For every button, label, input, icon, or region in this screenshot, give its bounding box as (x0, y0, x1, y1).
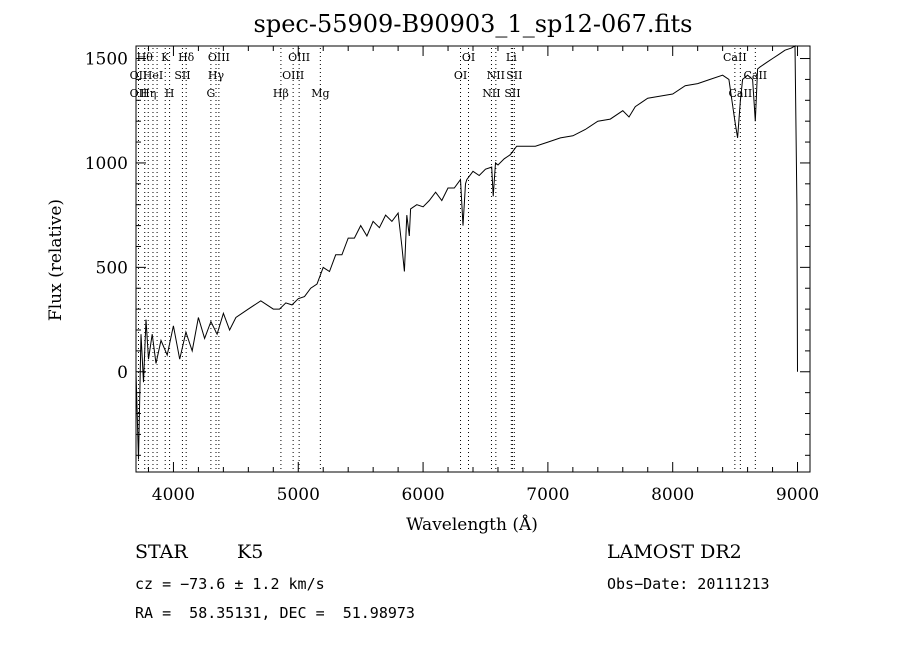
line-marker-label: SII (174, 69, 190, 82)
x-axis-label: Wavelength (Å) (406, 514, 538, 535)
line-marker-label: Li (506, 51, 517, 64)
x-tick-label: 9000 (776, 485, 819, 505)
line-marker-label: Hη (140, 87, 156, 100)
line-marker-label: OII (130, 69, 148, 82)
y-axis-label: Flux (relative) (46, 199, 66, 321)
line-markers: OII OII Hθ Hη HeI K H SII Hδ G Hγ OIII Hβ OIII OIII Mg O… (130, 48, 767, 472)
line-marker-label: HeI (143, 69, 163, 82)
line-marker-label: H (165, 87, 175, 100)
line-marker-label: CaII (729, 87, 753, 100)
x-tick-label: 6000 (401, 485, 444, 505)
x-tick-label: 5000 (277, 485, 320, 505)
line-marker-label: Mg (311, 87, 329, 100)
line-marker-label: CaII (743, 69, 767, 82)
line-marker-label: OI (462, 51, 475, 64)
survey-name: LAMOST DR2 (607, 541, 742, 563)
line-marker-label: OIII (208, 51, 230, 64)
obs-date: Obs−Date: 20111213 (607, 575, 770, 593)
line-marker-label: OI (454, 69, 467, 82)
line-marker-label: NII (482, 87, 500, 100)
x-tick-label: 8000 (651, 485, 694, 505)
x-tick-label: 4000 (152, 485, 195, 505)
line-marker-label: SII (506, 69, 522, 82)
line-marker-label: K (161, 51, 170, 64)
y-tick-label: 500 (96, 258, 128, 278)
line-marker-label: OII (130, 87, 148, 100)
y-tick-label: 1500 (85, 50, 128, 70)
line-marker-label: NII (487, 69, 505, 82)
y-axis: 0 500 1000 1500 (85, 50, 810, 456)
line-marker-label: SII (504, 87, 520, 100)
x-tick-label: 7000 (526, 485, 569, 505)
y-tick-label: 0 (117, 363, 128, 383)
x-axis: 4000 5000 6000 7000 8000 9000 (147, 46, 819, 505)
chart-title: spec-55909-B90903_1_sp12-067.fits (254, 10, 693, 38)
subclass: K5 (237, 541, 264, 563)
coordinates: RA = 58.35131, DEC = 51.98973 (135, 604, 415, 622)
line-marker-label: OIII (288, 51, 310, 64)
velocity-readout: cz = −73.6 ± 1.2 km/s (135, 575, 325, 593)
line-marker-label: Hβ (273, 87, 289, 100)
line-marker-label: G (206, 87, 215, 100)
plot-frame (135, 45, 811, 473)
y-tick-label: 1000 (85, 154, 128, 174)
line-marker-label: OIII (282, 69, 304, 82)
line-marker-label: CaII (723, 51, 747, 64)
line-marker-label: Hγ (208, 69, 225, 82)
line-marker-label: Hθ (137, 51, 154, 64)
object-type: STAR (135, 541, 188, 563)
spectrum-line (135, 45, 798, 460)
line-marker-label: Hδ (178, 51, 195, 64)
